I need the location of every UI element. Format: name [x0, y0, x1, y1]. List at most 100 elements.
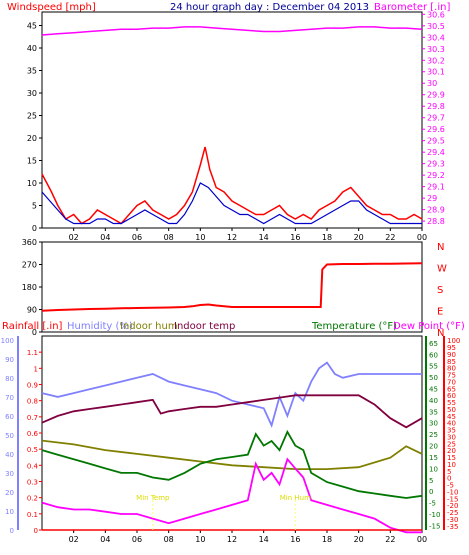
temperature-tick-label: 35 [429, 408, 438, 416]
windspeed-axis: 0 5 10 15 20 25 30 35 40 45 [27, 22, 42, 233]
windspeed-tick-label: 0 [32, 224, 37, 233]
temperature-tick-label: 25 [429, 431, 438, 439]
dewpoint-tick-label: 100 [447, 337, 460, 345]
windspeed-tick-label: 30 [27, 89, 37, 98]
direction-line [41, 262, 423, 312]
dewpoint-tick-label: 30 [447, 433, 456, 441]
direction-tick-label: 360 [22, 238, 37, 247]
temp-x-tick-label: 06 [132, 535, 142, 544]
temp-x-tick-label: 00 [417, 535, 427, 544]
direction-tick-label: 180 [22, 283, 37, 292]
indoor-hum-legend: Indoor hum [120, 321, 178, 332]
indoor-humidity-line [41, 439, 423, 470]
windspeed-tick-label: 25 [27, 112, 37, 121]
min-annotation-label: Min Hum [280, 494, 311, 502]
compass-label: N [437, 328, 444, 339]
compass-label: E [437, 307, 443, 318]
barometer-tick-label: 29.4 [427, 148, 445, 157]
dewpoint-tick-label: 55 [447, 399, 456, 407]
temp-x-tick-label: 22 [385, 535, 395, 544]
temperature-panel-axes: 010203040506070809010000.10.20.30.40.50.… [1, 336, 460, 535]
humidity-tick-label: 70 [5, 394, 14, 402]
rainfall-tick-label: 1 [34, 365, 38, 373]
dewpoint-tick-label: -25 [447, 509, 458, 517]
wind-x-tick-label: 14 [259, 233, 269, 242]
temperature-tick-label: 40 [429, 397, 438, 405]
barometer-tick-label: 30.5 [427, 22, 445, 31]
barometer-tick-label: 30.6 [427, 10, 445, 19]
temperature-tick-label: 65 [429, 340, 438, 348]
barometer-tick-label: 29.6 [427, 125, 445, 134]
rainfall-tick-label: 0.5 [27, 446, 38, 454]
temp-x-tick-label: 04 [100, 535, 110, 544]
wind-gust-line [41, 146, 423, 225]
rainfall-tick-label: 0.2 [27, 495, 38, 503]
barometer-tick-label: 28.8 [427, 217, 445, 226]
temp-x-tick-label: 14 [259, 535, 269, 544]
temp-x-tick-label: 10 [195, 535, 205, 544]
wind-x-tick-label: 08 [164, 233, 174, 242]
temp-x-tick-label: 08 [164, 535, 174, 544]
temperature-tick-label: 55 [429, 363, 438, 371]
barometer-tick-label: 29.9 [427, 91, 445, 100]
barometer-axis: 28.8 28.9 29 29.1 29.2 29.3 29.4 29.5 29.6 29.7 29… [422, 10, 445, 226]
wind-panel-frame [41, 11, 423, 229]
dewpoint-tick-label: 50 [447, 406, 456, 414]
dewpoint-tick-label: 95 [447, 344, 456, 352]
dewpoint-tick-label: 80 [447, 365, 456, 373]
indoor-temperature-line [41, 394, 423, 429]
dewpoint-tick-label: 90 [447, 351, 456, 359]
direction-tick-label: 0 [32, 328, 37, 337]
barometer-tick-label: 30 [427, 79, 437, 88]
wind-x-tick-label: 04 [100, 233, 110, 242]
windspeed-tick-label: 10 [27, 179, 37, 188]
temperature-panel-x-axis: 02 04 06 08 10 12 14 16 18 20 22 00 [69, 530, 427, 544]
direction-axis: 0 90 180 270 360 [22, 238, 42, 337]
temperature-tick-label: 10 [429, 465, 438, 473]
compass-label: N [437, 242, 444, 253]
dewpoint-tick-label: 45 [447, 413, 456, 421]
barometer-tick-label: 29 [427, 194, 437, 203]
temperature-tick-label: -15 [429, 522, 440, 530]
temperature-tick-label: 30 [429, 420, 438, 428]
temperature-tick-label: 15 [429, 454, 438, 462]
rainfall-tick-label: 0.7 [27, 414, 38, 422]
chart-title: 24 hour graph day : December 04 2013 [170, 2, 369, 13]
humidity-axis-title: Humidity (%) [67, 321, 133, 332]
barometer-tick-label: 30.1 [427, 68, 445, 77]
dewpoint-tick-label: 75 [447, 372, 456, 380]
rainfall-axis-title: Rainfall [.in] [2, 321, 63, 332]
humidity-tick-label: 10 [5, 508, 14, 516]
humidity-tick-label: 60 [5, 413, 14, 421]
direction-panel-frame [41, 241, 423, 333]
barometer-tick-label: 30.2 [427, 56, 445, 65]
windspeed-tick-label: 15 [27, 157, 37, 166]
wind-x-tick-label: 10 [195, 233, 205, 242]
humidity-tick-label: 90 [5, 356, 14, 364]
temp-x-tick-label: 02 [69, 535, 79, 544]
rainfall-tick-label: 1.1 [27, 349, 38, 357]
temperature-axis-title: Temperature (°F) [311, 321, 397, 332]
wind-x-tick-label: 12 [227, 233, 237, 242]
barometer-tick-label: 30.4 [427, 33, 445, 42]
dewpoint-axis-title: Dew Point (°F) [393, 321, 465, 332]
windspeed-axis-title: Windspeed [mph] [7, 2, 96, 13]
humidity-tick-label: 40 [5, 451, 14, 459]
barometer-tick-label: 29.5 [427, 137, 445, 146]
dewpoint-line [41, 457, 422, 534]
wind-x-tick-label: 02 [69, 233, 79, 242]
windspeed-tick-label: 35 [27, 67, 37, 76]
barometer-tick-label: 29.1 [427, 183, 445, 192]
temperature-tick-label: 45 [429, 385, 438, 393]
dewpoint-tick-label: 70 [447, 378, 456, 386]
barometer-tick-label: 29.2 [427, 171, 445, 180]
barometer-tick-label: 29.8 [427, 102, 445, 111]
temperature-line [41, 429, 423, 499]
windspeed-tick-label: 40 [27, 44, 37, 53]
dewpoint-tick-label: -5 [447, 482, 454, 490]
windspeed-tick-label: 45 [27, 22, 37, 31]
humidity-tick-label: 80 [5, 375, 14, 383]
wind-barometer-lines [41, 26, 423, 225]
temperature-panel-frame [41, 335, 423, 531]
temp-x-tick-label: 12 [227, 535, 237, 544]
